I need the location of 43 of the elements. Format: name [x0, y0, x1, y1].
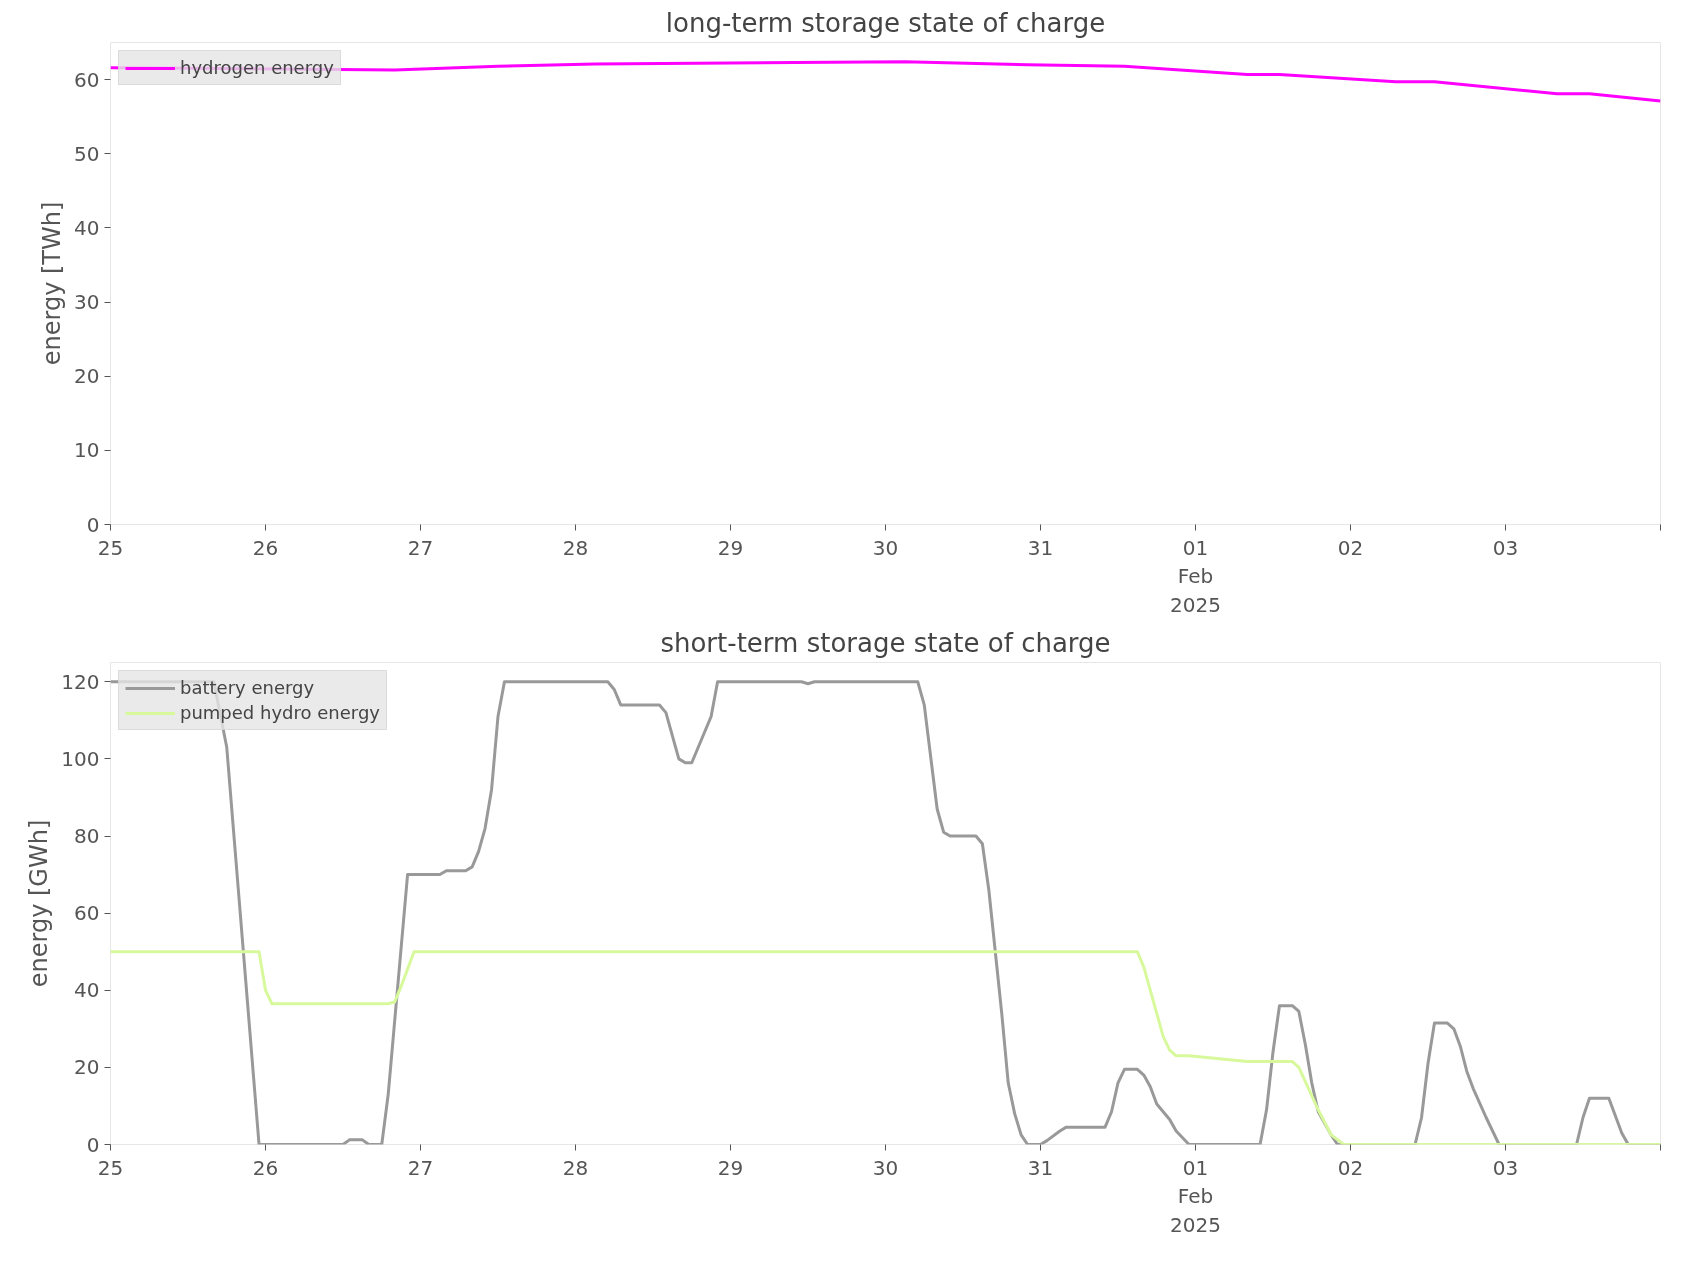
- x-tick-label: 02: [1337, 1155, 1364, 1180]
- y-tick-label: 50: [74, 141, 100, 166]
- chart-title: short-term storage state of charge: [660, 627, 1111, 658]
- line-series: [110, 60, 1661, 103]
- x-tick-label: 26: [252, 1155, 279, 1180]
- x-tick-label: 28: [562, 1155, 589, 1180]
- chart-title: long-term storage state of charge: [665, 7, 1106, 38]
- x-tick-label: 30: [872, 1155, 899, 1180]
- x-tick-label: 03: [1492, 535, 1519, 560]
- legend-label: hydrogen energy: [180, 57, 334, 78]
- x-tick-label: 03: [1492, 1155, 1519, 1180]
- x-tick-label: 27: [407, 535, 434, 560]
- y-tick-label: 80: [74, 824, 100, 849]
- legend-label: battery energy: [180, 677, 315, 698]
- y-tick-label: 0: [86, 1132, 100, 1157]
- y-tick-label: 20: [74, 364, 100, 389]
- x-tick-label: 25: [97, 535, 124, 560]
- x-tick-label: 31: [1027, 1155, 1054, 1180]
- line-series: [110, 950, 1661, 1145]
- x-tick-label: 29: [717, 535, 744, 560]
- y-tick-label: 20: [74, 1055, 100, 1080]
- x-tick-label: 25: [97, 1155, 124, 1180]
- x-tick-label: 27: [407, 1155, 434, 1180]
- y-tick-label: 100: [61, 746, 100, 771]
- x-tick-label: 30: [872, 535, 899, 560]
- x-tick-label: 31: [1027, 535, 1054, 560]
- x-tick-label: 29: [717, 1155, 744, 1180]
- y-tick-label: 10: [74, 438, 100, 463]
- y-tick-label: 120: [61, 669, 100, 694]
- x-tick-label: 01 Feb 2025: [1170, 1155, 1221, 1238]
- x-tick-label: 02: [1337, 535, 1364, 560]
- y-tick-label: 60: [74, 901, 100, 926]
- x-tick-label: 28: [562, 535, 589, 560]
- y-axis-title: energy [TWh]: [38, 201, 67, 366]
- y-tick-label: 40: [74, 978, 100, 1003]
- x-tick-label: 26: [252, 535, 279, 560]
- y-tick-label: 0: [86, 512, 100, 537]
- legend-label: pumped hydro energy: [180, 702, 380, 723]
- y-tick-label: 60: [74, 67, 100, 92]
- y-tick-label: 30: [74, 290, 100, 315]
- y-tick-label: 40: [74, 215, 100, 240]
- y-axis-title: energy [GWh]: [25, 819, 54, 988]
- x-tick-label: 01 Feb 2025: [1170, 535, 1221, 618]
